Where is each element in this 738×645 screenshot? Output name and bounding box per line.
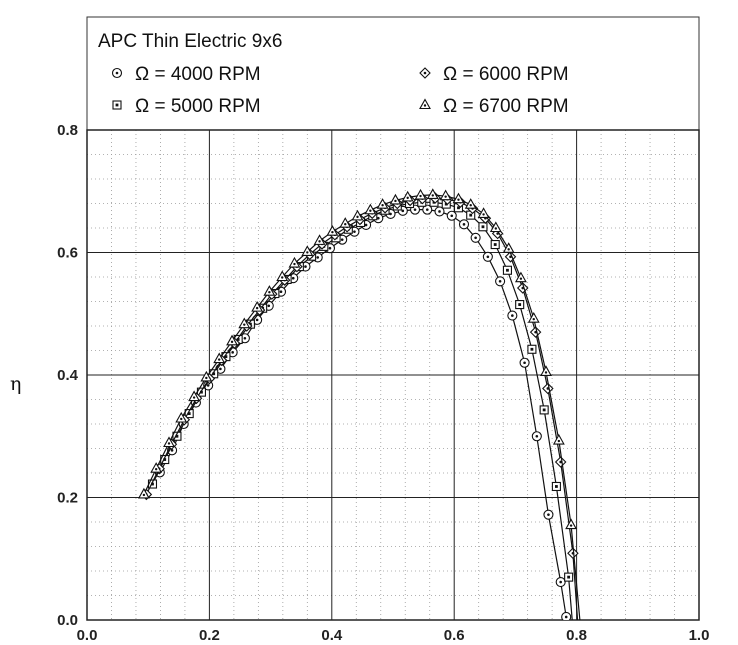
chart-frame: [86, 16, 700, 621]
data-point-circle: [561, 611, 572, 620]
data-point-triangle: [326, 225, 339, 236]
x-tick-labels: 0.0 0.2 0.4 0.6 0.8 1.0: [77, 627, 710, 644]
data-point-circle: [543, 509, 554, 520]
data-point-triangle: [175, 411, 188, 423]
y-tick-labels: 0.0 0.2 0.4 0.6 0.8: [57, 122, 79, 629]
series-triangle: [137, 188, 581, 620]
legend-label: Ω = 6000 RPM: [443, 64, 569, 85]
data-point-diamond: [419, 67, 431, 79]
data-point-square: [502, 265, 512, 275]
chart-title: APC Thin Electric 9x6: [98, 31, 282, 52]
data-point-triangle: [376, 198, 389, 209]
data-point-triangle: [414, 188, 427, 200]
data-point-triangle: [514, 271, 527, 283]
data-point-square: [515, 300, 525, 310]
data-point-triangle: [426, 188, 439, 199]
data-point-circle: [422, 204, 433, 215]
data-point-triangle: [351, 209, 364, 221]
data-point-circle: [470, 232, 481, 243]
data-point-triangle: [137, 487, 150, 499]
x-tick-label: 0.2: [199, 627, 220, 644]
data-point-triangle: [364, 203, 377, 215]
data-point-triangle: [540, 365, 552, 376]
data-point-triangle: [419, 98, 431, 110]
data-point-square: [184, 409, 194, 419]
data-point-triangle: [389, 193, 402, 205]
data-point-circle: [495, 276, 506, 287]
x-tick-label: 0.8: [566, 627, 587, 644]
data-point-circle: [434, 206, 445, 217]
data-point-circle: [446, 210, 457, 221]
y-tick-label: 0.2: [57, 490, 78, 507]
data-point-circle: [482, 251, 493, 262]
x-tick-label: 1.0: [689, 627, 710, 644]
data-point-triangle: [477, 207, 490, 218]
legend-item: Ω = 4000 RPM: [111, 64, 261, 85]
legend-item: Ω = 6700 RPM: [419, 96, 569, 117]
legend-item: Ω = 5000 RPM: [112, 96, 261, 117]
legend-label: Ω = 4000 RPM: [135, 64, 261, 85]
data-point-triangle: [502, 242, 515, 253]
x-tick-label: 0.6: [444, 627, 465, 644]
y-tick-label: 0.6: [57, 245, 78, 262]
x-tick-label: 0.0: [77, 627, 98, 644]
data-point-circle: [507, 310, 518, 321]
data-point-square: [527, 344, 537, 354]
data-point-circle: [458, 219, 470, 230]
data-point-square: [490, 239, 500, 250]
y-tick-label: 0.4: [57, 367, 79, 384]
data-point-circle: [519, 357, 530, 368]
data-point-triangle: [301, 245, 314, 256]
data-point-circle: [531, 431, 542, 442]
y-tick-label: 0.8: [57, 122, 78, 139]
legend-label: Ω = 6700 RPM: [443, 96, 569, 117]
data-point-triangle: [439, 189, 452, 201]
data-point-triangle: [401, 190, 414, 202]
grid: [87, 130, 699, 620]
data-point-triangle: [276, 270, 289, 282]
y-tick-label: 0.0: [57, 612, 78, 629]
legend: Ω = 4000 RPM Ω = 5000 RPM Ω = 6000 RPM Ω = …: [111, 64, 569, 117]
data-point-square: [551, 481, 561, 492]
data-point-triangle: [263, 285, 276, 296]
data-point-triangle: [238, 317, 251, 329]
data-point-triangle: [489, 221, 502, 233]
data-point-triangle: [213, 352, 226, 364]
data-point-triangle: [565, 518, 578, 530]
data-point-triangle: [150, 462, 163, 473]
series-circle: [154, 204, 572, 620]
data-point-triangle: [288, 256, 301, 268]
plot-area: [86, 129, 700, 621]
data-point-triangle: [313, 234, 326, 245]
y-axis-label: η: [10, 373, 21, 395]
data-point-triangle: [226, 334, 238, 346]
data-point-diamond: [554, 456, 567, 468]
data-point-triangle: [163, 436, 175, 448]
data-point-diamond: [542, 382, 554, 395]
data-point-triangle: [200, 370, 213, 382]
data-point-circle: [111, 67, 123, 79]
data-point-square: [539, 405, 549, 415]
data-point-square: [478, 222, 488, 232]
data-point-triangle: [339, 217, 352, 228]
data-point-circle: [555, 576, 566, 588]
data-point-triangle: [452, 192, 465, 204]
data-point-square: [112, 100, 122, 110]
legend-label: Ω = 5000 RPM: [135, 96, 261, 117]
x-tick-label: 0.4: [321, 627, 343, 644]
data-point-triangle: [552, 433, 565, 445]
data-point-triangle: [251, 300, 264, 312]
legend-item: Ω = 6000 RPM: [419, 64, 569, 85]
series-group: [137, 188, 581, 620]
data-point-triangle: [188, 390, 201, 402]
data-point-square: [564, 572, 574, 582]
data-point-triangle: [464, 198, 477, 209]
data-point-triangle: [527, 312, 540, 323]
